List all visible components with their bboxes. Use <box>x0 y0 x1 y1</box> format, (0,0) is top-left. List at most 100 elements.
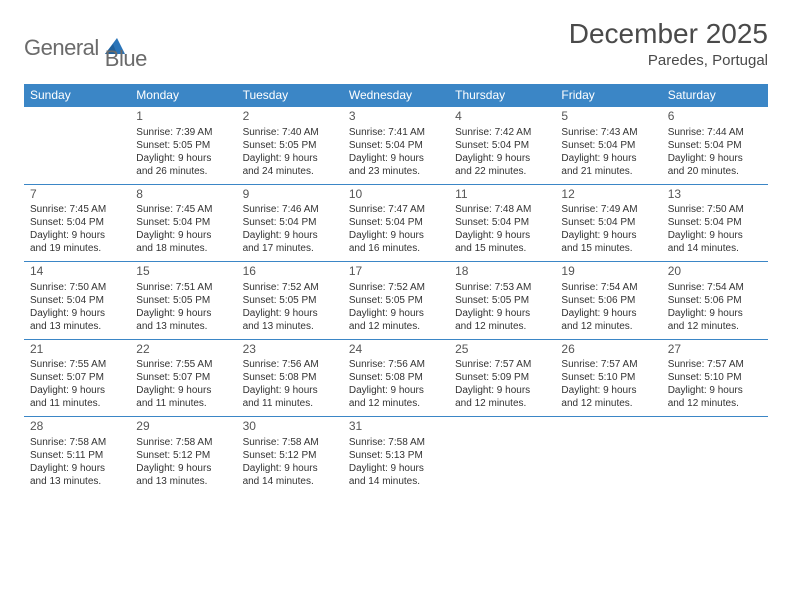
daylight-line-1: Daylight: 9 hours <box>349 307 443 320</box>
sunset-line: Sunset: 5:04 PM <box>349 139 443 152</box>
daylight-line-1: Daylight: 9 hours <box>455 307 549 320</box>
calendar-day-cell: 9Sunrise: 7:46 AMSunset: 5:04 PMDaylight… <box>237 184 343 262</box>
calendar-day-cell: 21Sunrise: 7:55 AMSunset: 5:07 PMDayligh… <box>24 339 130 417</box>
calendar-table: SundayMondayTuesdayWednesdayThursdayFrid… <box>24 84 768 494</box>
sunset-line: Sunset: 5:13 PM <box>349 449 443 462</box>
sunset-line: Sunset: 5:11 PM <box>30 449 124 462</box>
daylight-line-2: and 12 minutes. <box>561 397 655 410</box>
daylight-line-1: Daylight: 9 hours <box>561 307 655 320</box>
sunrise-line: Sunrise: 7:57 AM <box>668 358 762 371</box>
calendar-week-row: 14Sunrise: 7:50 AMSunset: 5:04 PMDayligh… <box>24 262 768 340</box>
brand-logo: General Blue <box>24 24 147 72</box>
day-number: 8 <box>136 187 230 203</box>
daylight-line-2: and 13 minutes. <box>136 475 230 488</box>
day-number: 1 <box>136 109 230 125</box>
daylight-line-1: Daylight: 9 hours <box>349 152 443 165</box>
day-number: 29 <box>136 419 230 435</box>
daylight-line-2: and 15 minutes. <box>561 242 655 255</box>
daylight-line-1: Daylight: 9 hours <box>668 229 762 242</box>
calendar-day-cell: 14Sunrise: 7:50 AMSunset: 5:04 PMDayligh… <box>24 262 130 340</box>
day-number: 9 <box>243 187 337 203</box>
calendar-day-cell: 20Sunrise: 7:54 AMSunset: 5:06 PMDayligh… <box>662 262 768 340</box>
sunset-line: Sunset: 5:04 PM <box>243 216 337 229</box>
daylight-line-1: Daylight: 9 hours <box>455 229 549 242</box>
daylight-line-1: Daylight: 9 hours <box>243 462 337 475</box>
sunset-line: Sunset: 5:07 PM <box>30 371 124 384</box>
daylight-line-2: and 14 minutes. <box>349 475 443 488</box>
calendar-day-cell: 16Sunrise: 7:52 AMSunset: 5:05 PMDayligh… <box>237 262 343 340</box>
daylight-line-1: Daylight: 9 hours <box>30 384 124 397</box>
day-number: 27 <box>668 342 762 358</box>
day-number: 14 <box>30 264 124 280</box>
calendar-day-cell: 23Sunrise: 7:56 AMSunset: 5:08 PMDayligh… <box>237 339 343 417</box>
daylight-line-2: and 12 minutes. <box>455 397 549 410</box>
calendar-day-cell: 2Sunrise: 7:40 AMSunset: 5:05 PMDaylight… <box>237 107 343 185</box>
daylight-line-2: and 11 minutes. <box>30 397 124 410</box>
calendar-day-cell <box>662 417 768 494</box>
weekday-header: Wednesday <box>343 84 449 107</box>
daylight-line-2: and 13 minutes. <box>136 320 230 333</box>
calendar-day-cell: 5Sunrise: 7:43 AMSunset: 5:04 PMDaylight… <box>555 107 661 185</box>
daylight-line-2: and 12 minutes. <box>561 320 655 333</box>
sunset-line: Sunset: 5:08 PM <box>243 371 337 384</box>
title-block: December 2025 Paredes, Portugal <box>569 18 768 69</box>
sunrise-line: Sunrise: 7:58 AM <box>349 436 443 449</box>
sunrise-line: Sunrise: 7:43 AM <box>561 126 655 139</box>
sunset-line: Sunset: 5:05 PM <box>136 139 230 152</box>
sunrise-line: Sunrise: 7:46 AM <box>243 203 337 216</box>
calendar-week-row: 21Sunrise: 7:55 AMSunset: 5:07 PMDayligh… <box>24 339 768 417</box>
calendar-day-cell: 10Sunrise: 7:47 AMSunset: 5:04 PMDayligh… <box>343 184 449 262</box>
daylight-line-2: and 14 minutes. <box>668 242 762 255</box>
day-number: 20 <box>668 264 762 280</box>
day-number: 3 <box>349 109 443 125</box>
brand-word-1: General <box>24 35 99 61</box>
day-number: 26 <box>561 342 655 358</box>
daylight-line-1: Daylight: 9 hours <box>561 384 655 397</box>
sunrise-line: Sunrise: 7:44 AM <box>668 126 762 139</box>
sunset-line: Sunset: 5:12 PM <box>136 449 230 462</box>
sunset-line: Sunset: 5:04 PM <box>561 216 655 229</box>
sunset-line: Sunset: 5:05 PM <box>243 139 337 152</box>
sunset-line: Sunset: 5:04 PM <box>668 216 762 229</box>
daylight-line-1: Daylight: 9 hours <box>136 152 230 165</box>
daylight-line-1: Daylight: 9 hours <box>243 229 337 242</box>
sunrise-line: Sunrise: 7:58 AM <box>136 436 230 449</box>
calendar-day-cell: 30Sunrise: 7:58 AMSunset: 5:12 PMDayligh… <box>237 417 343 494</box>
day-number: 11 <box>455 187 549 203</box>
calendar-day-cell: 28Sunrise: 7:58 AMSunset: 5:11 PMDayligh… <box>24 417 130 494</box>
daylight-line-1: Daylight: 9 hours <box>136 462 230 475</box>
brand-word-2: Blue <box>105 46 147 71</box>
sunrise-line: Sunrise: 7:54 AM <box>668 281 762 294</box>
calendar-day-cell: 25Sunrise: 7:57 AMSunset: 5:09 PMDayligh… <box>449 339 555 417</box>
calendar-day-cell: 8Sunrise: 7:45 AMSunset: 5:04 PMDaylight… <box>130 184 236 262</box>
daylight-line-1: Daylight: 9 hours <box>349 229 443 242</box>
sunset-line: Sunset: 5:06 PM <box>668 294 762 307</box>
sunrise-line: Sunrise: 7:47 AM <box>349 203 443 216</box>
daylight-line-2: and 13 minutes. <box>30 320 124 333</box>
day-number: 13 <box>668 187 762 203</box>
sunset-line: Sunset: 5:05 PM <box>243 294 337 307</box>
sunset-line: Sunset: 5:05 PM <box>349 294 443 307</box>
sunset-line: Sunset: 5:04 PM <box>455 216 549 229</box>
daylight-line-2: and 12 minutes. <box>455 320 549 333</box>
calendar-day-cell <box>449 417 555 494</box>
calendar-day-cell: 15Sunrise: 7:51 AMSunset: 5:05 PMDayligh… <box>130 262 236 340</box>
daylight-line-1: Daylight: 9 hours <box>349 462 443 475</box>
day-number: 30 <box>243 419 337 435</box>
day-number: 22 <box>136 342 230 358</box>
daylight-line-2: and 12 minutes. <box>668 320 762 333</box>
calendar-day-cell: 27Sunrise: 7:57 AMSunset: 5:10 PMDayligh… <box>662 339 768 417</box>
calendar-day-cell: 31Sunrise: 7:58 AMSunset: 5:13 PMDayligh… <box>343 417 449 494</box>
sunrise-line: Sunrise: 7:49 AM <box>561 203 655 216</box>
daylight-line-2: and 12 minutes. <box>349 397 443 410</box>
weekday-header: Friday <box>555 84 661 107</box>
day-number: 17 <box>349 264 443 280</box>
day-number: 5 <box>561 109 655 125</box>
daylight-line-2: and 20 minutes. <box>668 165 762 178</box>
daylight-line-1: Daylight: 9 hours <box>136 307 230 320</box>
day-number: 2 <box>243 109 337 125</box>
sunrise-line: Sunrise: 7:42 AM <box>455 126 549 139</box>
daylight-line-1: Daylight: 9 hours <box>30 307 124 320</box>
sunrise-line: Sunrise: 7:57 AM <box>561 358 655 371</box>
day-number: 31 <box>349 419 443 435</box>
